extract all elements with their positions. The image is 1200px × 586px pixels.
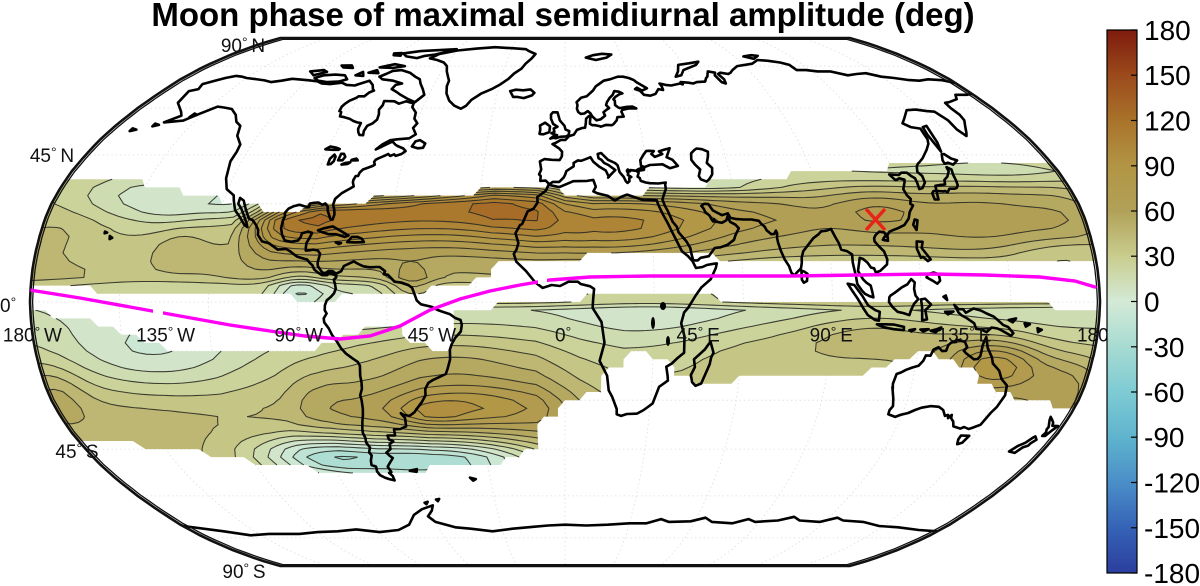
- svg-text:150: 150: [1144, 60, 1191, 91]
- svg-text:-30: -30: [1144, 332, 1184, 363]
- svg-text:45° W: 45° W: [408, 324, 457, 347]
- svg-text:180: 180: [1144, 15, 1191, 46]
- svg-text:90: 90: [1144, 151, 1175, 182]
- svg-text:90° S: 90° S: [222, 560, 265, 583]
- svg-text:90° W: 90° W: [274, 324, 323, 347]
- svg-text:30: 30: [1144, 241, 1175, 272]
- svg-text:90° N: 90° N: [221, 34, 265, 57]
- svg-text:Moon phase of maximal semidiur: Moon phase of maximal semidiurnal amplit…: [151, 0, 974, 33]
- svg-text:120: 120: [1144, 106, 1191, 137]
- svg-text:0°: 0°: [555, 324, 575, 347]
- svg-text:-60: -60: [1144, 377, 1184, 408]
- svg-text:0: 0: [1144, 287, 1160, 318]
- svg-text:90° E: 90° E: [810, 324, 853, 347]
- svg-text:135° E: 135° E: [938, 324, 992, 347]
- svg-text:45° E: 45° E: [677, 324, 720, 347]
- svg-text:-180: -180: [1144, 558, 1200, 586]
- svg-text:180° W: 180° W: [3, 324, 62, 347]
- svg-text:-150: -150: [1144, 513, 1200, 544]
- svg-text:135° W: 135° W: [136, 324, 195, 347]
- svg-text:0°: 0°: [0, 294, 20, 317]
- svg-text:45° N: 45° N: [30, 144, 74, 167]
- svg-text:-90: -90: [1144, 422, 1184, 453]
- svg-text:-120: -120: [1144, 468, 1200, 499]
- svg-text:60: 60: [1144, 196, 1175, 227]
- svg-text:45° S: 45° S: [55, 440, 98, 463]
